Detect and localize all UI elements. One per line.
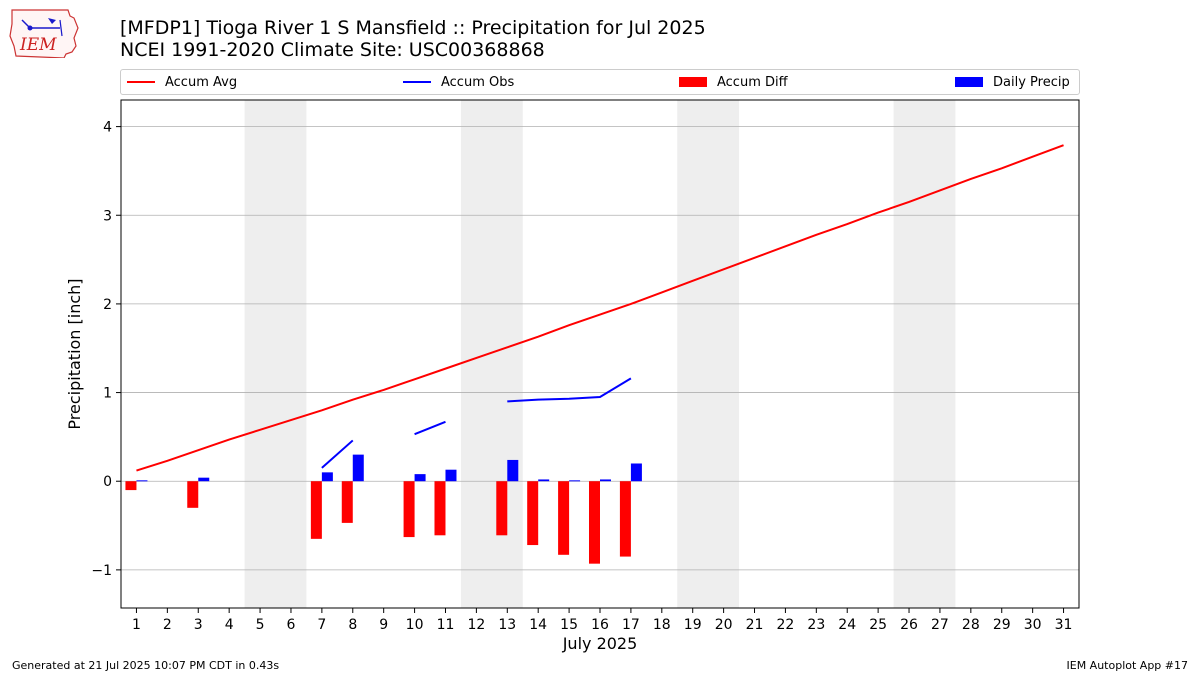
chart-subtitle: NCEI 1991-2020 Climate Site: USC00368868 bbox=[120, 39, 545, 61]
x-tick-label: 12 bbox=[467, 617, 485, 633]
accum-diff-bar bbox=[403, 481, 415, 538]
daily-precip-bar bbox=[414, 474, 426, 482]
x-tick-label: 6 bbox=[287, 617, 296, 633]
x-tick-label: 20 bbox=[715, 617, 733, 633]
x-tick-label: 21 bbox=[746, 617, 764, 633]
accum-diff-bar bbox=[310, 481, 322, 539]
legend-item-accum-obs: Accum Obs bbox=[403, 70, 514, 94]
y-tick-label: 4 bbox=[103, 120, 112, 136]
accum-diff-bar bbox=[187, 481, 199, 508]
accum-diff-bar bbox=[589, 481, 600, 564]
x-tick-label: 25 bbox=[869, 617, 887, 633]
accum-obs-line bbox=[507, 377, 632, 403]
accum-diff-bar bbox=[558, 481, 570, 555]
x-tick-label: 10 bbox=[406, 617, 424, 633]
x-tick-label: 13 bbox=[498, 617, 516, 633]
legend-item-accum-avg: Accum Avg bbox=[127, 70, 237, 94]
accum-obs-line bbox=[414, 420, 446, 436]
legend-item-daily-precip: Daily Precip bbox=[955, 70, 1070, 94]
daily-precip-bar bbox=[352, 454, 364, 482]
x-tick-label: 8 bbox=[348, 617, 357, 633]
daily-precip-bar bbox=[198, 477, 210, 482]
x-tick-label: 14 bbox=[529, 617, 547, 633]
daily-precip-bar bbox=[321, 472, 333, 482]
footer-app-label: IEM Autoplot App #17 bbox=[1066, 659, 1189, 672]
y-tick-label: 1 bbox=[103, 386, 112, 402]
accum-diff-bar bbox=[619, 481, 631, 557]
x-tick-label: 4 bbox=[225, 617, 234, 633]
accum-diff-bar bbox=[341, 481, 353, 523]
x-tick-label: 30 bbox=[1024, 617, 1042, 633]
daily-precip-bar bbox=[569, 480, 581, 482]
iem-logo: IEM bbox=[8, 6, 80, 59]
x-tick-label: 1 bbox=[132, 617, 141, 633]
legend-swatch-accum-obs bbox=[403, 81, 431, 83]
legend-label-daily-precip: Daily Precip bbox=[993, 74, 1070, 90]
x-tick-label: 3 bbox=[194, 617, 203, 633]
legend-swatch-daily-precip bbox=[955, 77, 983, 87]
daily-precip-bar bbox=[630, 463, 642, 482]
x-tick-label: 9 bbox=[379, 617, 388, 633]
x-tick-label: 19 bbox=[684, 617, 702, 633]
accum-diff-bar bbox=[527, 481, 539, 546]
y-tick-label: 3 bbox=[103, 208, 112, 224]
legend-item-accum-diff: Accum Diff bbox=[679, 70, 788, 94]
daily-precip-bar bbox=[507, 459, 519, 482]
x-tick-label: 22 bbox=[777, 617, 795, 633]
x-tick-label: 11 bbox=[437, 617, 455, 633]
chart-title: [MFDP1] Tioga River 1 S Mansfield :: Pre… bbox=[120, 17, 706, 39]
x-tick-label: 28 bbox=[962, 617, 980, 633]
weekend-shade bbox=[893, 100, 956, 608]
daily-precip-bar bbox=[538, 479, 550, 482]
daily-precip-bar bbox=[136, 480, 148, 482]
x-tick-label: 26 bbox=[900, 617, 918, 633]
x-tick-label: 29 bbox=[993, 617, 1011, 633]
y-tick-label: 2 bbox=[103, 297, 112, 313]
weekend-shade bbox=[244, 100, 307, 608]
legend-swatch-accum-avg bbox=[127, 81, 155, 83]
y-axis-label: Precipitation [inch] bbox=[65, 278, 84, 429]
x-tick-label: 17 bbox=[622, 617, 640, 633]
accum-obs-line bbox=[321, 439, 354, 469]
accum-diff-bar bbox=[125, 481, 137, 491]
daily-precip-bar bbox=[445, 469, 457, 482]
y-tick-label: −1 bbox=[91, 563, 112, 579]
x-tick-label: 27 bbox=[931, 617, 949, 633]
weekend-shade bbox=[460, 100, 523, 608]
accum-avg-line bbox=[136, 144, 1064, 472]
x-tick-label: 2 bbox=[163, 617, 172, 633]
x-tick-label: 7 bbox=[317, 617, 326, 633]
x-tick-label: 16 bbox=[591, 617, 609, 633]
accum-diff-bar bbox=[496, 481, 508, 536]
x-axis-label: July 2025 bbox=[562, 634, 638, 653]
legend: Accum Avg Accum Obs Accum Diff Daily Pre… bbox=[120, 69, 1080, 95]
x-tick-label: 31 bbox=[1055, 617, 1073, 633]
daily-precip-bar bbox=[600, 479, 611, 482]
logo-text: IEM bbox=[19, 35, 57, 55]
legend-swatch-accum-diff bbox=[679, 77, 707, 87]
weekend-shade bbox=[677, 100, 740, 608]
footer-generated-text: Generated at 21 Jul 2025 10:07 PM CDT in… bbox=[12, 659, 280, 672]
y-tick-label: 0 bbox=[103, 474, 112, 490]
legend-label-accum-diff: Accum Diff bbox=[717, 74, 788, 90]
x-tick-label: 15 bbox=[560, 617, 578, 633]
x-tick-label: 23 bbox=[807, 617, 825, 633]
x-tick-label: 24 bbox=[838, 617, 856, 633]
legend-label-accum-avg: Accum Avg bbox=[165, 74, 238, 90]
x-tick-label: 18 bbox=[653, 617, 671, 633]
accum-diff-bar bbox=[434, 481, 446, 536]
legend-label-accum-obs: Accum Obs bbox=[441, 74, 515, 90]
x-tick-label: 5 bbox=[256, 617, 265, 633]
